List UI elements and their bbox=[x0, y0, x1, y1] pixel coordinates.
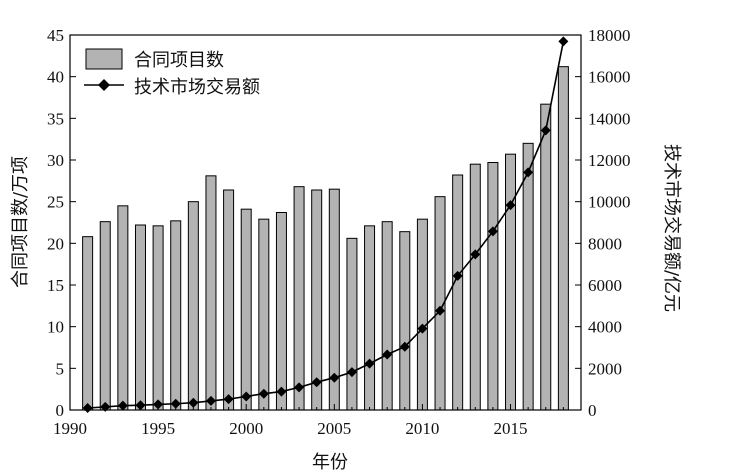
point-2014 bbox=[487, 226, 498, 237]
bar-2009 bbox=[399, 231, 411, 411]
point-1999 bbox=[223, 394, 234, 405]
point-2016 bbox=[523, 167, 534, 178]
y-right-tick-label-0: 0 bbox=[588, 401, 597, 420]
y-left-tick-label-20: 20 bbox=[47, 234, 64, 253]
bar-1999 bbox=[223, 189, 235, 411]
bar-1995 bbox=[152, 225, 164, 411]
point-1992 bbox=[100, 401, 111, 412]
bar-2007 bbox=[364, 225, 376, 411]
y-right-tick-label-10000: 10000 bbox=[588, 193, 631, 212]
y-right-axis-title: 技术市场交易额/亿元 bbox=[661, 144, 682, 312]
y-right-tick-label-12000: 12000 bbox=[588, 151, 631, 170]
y-right-tick-label-6000: 6000 bbox=[588, 276, 622, 295]
legend-line-label: 技术市场交易额 bbox=[134, 77, 260, 98]
y-left-tick-label-35: 35 bbox=[47, 109, 64, 128]
bar-series bbox=[82, 66, 569, 411]
bar-2016 bbox=[522, 142, 534, 411]
bar-2000 bbox=[240, 208, 252, 411]
bar-2014 bbox=[487, 162, 499, 411]
point-2000 bbox=[241, 391, 252, 402]
bar-2015 bbox=[505, 153, 517, 411]
legend-bar-label: 合同项目数 bbox=[134, 50, 224, 71]
y-left-tick-label-0: 0 bbox=[56, 401, 65, 420]
bar-2004 bbox=[311, 189, 323, 411]
bar-2006 bbox=[346, 237, 358, 411]
point-2012 bbox=[452, 270, 463, 281]
y-left-tick-label-45: 45 bbox=[47, 26, 64, 45]
bar-2013 bbox=[469, 163, 481, 411]
axes: 1990 1995 2000 2005 2010 2015 0 5 10 15 20 25 30 35 40… bbox=[47, 26, 631, 438]
x-axis-title: 年份 bbox=[312, 452, 348, 473]
y-right-tick-label-14000: 14000 bbox=[588, 109, 631, 128]
trade-volume-line bbox=[87, 41, 565, 409]
point-2009 bbox=[399, 341, 410, 352]
bar-1991 bbox=[82, 236, 94, 411]
legend: 合同项目数 技术市场交易额 bbox=[84, 48, 260, 98]
y-left-tick-label-5: 5 bbox=[56, 359, 65, 378]
plot-frame bbox=[69, 34, 582, 411]
bar-1992 bbox=[99, 221, 111, 411]
bar-1996 bbox=[170, 220, 182, 411]
y-left-axis-title: 合同项目数/万项 bbox=[10, 156, 31, 288]
point-1996 bbox=[170, 398, 181, 409]
point-1997 bbox=[188, 397, 199, 408]
bar-2002 bbox=[275, 212, 287, 411]
point-1993 bbox=[117, 400, 128, 411]
y-left-tick-label-25: 25 bbox=[47, 193, 64, 212]
point-2017 bbox=[540, 125, 551, 136]
y-left-tick-label-30: 30 bbox=[47, 151, 64, 170]
y-right-tick-label-4000: 4000 bbox=[588, 318, 622, 337]
bar-2012 bbox=[452, 174, 464, 411]
point-2007 bbox=[364, 358, 375, 369]
x-tick-label-2005: 2005 bbox=[317, 419, 351, 438]
bar-2008 bbox=[381, 221, 393, 411]
point-2011 bbox=[435, 305, 446, 316]
x-tick-label-2010: 2010 bbox=[405, 419, 439, 438]
y-left-tick-label-10: 10 bbox=[47, 318, 64, 337]
y-right-tick-label-18000: 18000 bbox=[588, 26, 631, 45]
x-tick-label-1990: 1990 bbox=[53, 419, 87, 438]
bar-2018 bbox=[557, 66, 569, 411]
bar-1998 bbox=[205, 175, 217, 411]
x-tick-label-2000: 2000 bbox=[229, 419, 263, 438]
point-2003 bbox=[294, 382, 305, 393]
y-left-tick-label-15: 15 bbox=[47, 276, 64, 295]
point-2010 bbox=[417, 323, 428, 334]
point-2015 bbox=[505, 200, 516, 211]
bar-2003 bbox=[293, 186, 305, 411]
point-1994 bbox=[135, 400, 146, 411]
point-2001 bbox=[258, 388, 269, 399]
bar-1994 bbox=[134, 224, 146, 411]
y-left-tick-label-40: 40 bbox=[47, 68, 64, 87]
y-right-tick-label-16000: 16000 bbox=[588, 68, 631, 87]
x-tick-label-2015: 2015 bbox=[494, 419, 528, 438]
point-2018 bbox=[558, 36, 569, 47]
y-right-tick-label-8000: 8000 bbox=[588, 234, 622, 253]
bar-1993 bbox=[117, 205, 129, 411]
legend-bar-swatch bbox=[85, 48, 123, 70]
legend-line-marker bbox=[98, 79, 110, 91]
point-2002 bbox=[276, 386, 287, 397]
point-2006 bbox=[346, 367, 357, 378]
point-1998 bbox=[205, 395, 216, 406]
x-tick-label-1995: 1995 bbox=[141, 419, 175, 438]
point-2013 bbox=[470, 249, 481, 260]
y-right-tick-label-2000: 2000 bbox=[588, 359, 622, 378]
point-2008 bbox=[382, 349, 393, 360]
point-2004 bbox=[311, 377, 322, 388]
bar-2010 bbox=[416, 218, 428, 411]
point-2005 bbox=[329, 372, 340, 383]
bar-2017 bbox=[540, 103, 552, 411]
bar-2001 bbox=[258, 218, 270, 411]
bar-1997 bbox=[187, 201, 199, 411]
